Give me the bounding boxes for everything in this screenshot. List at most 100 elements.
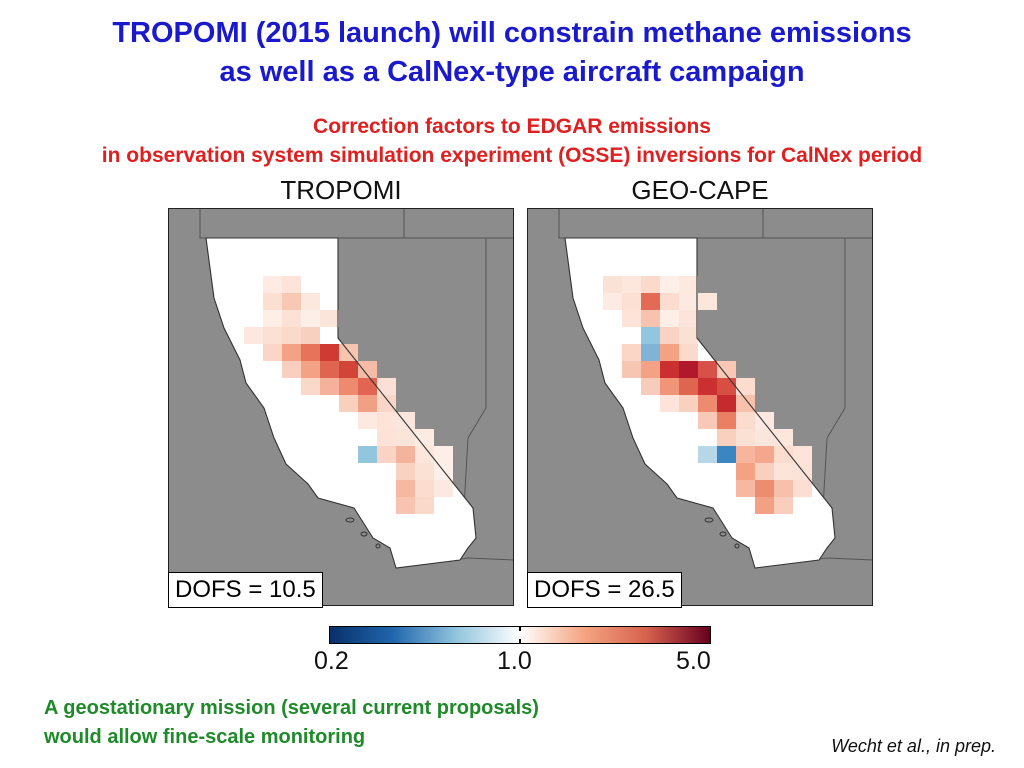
subtitle-line-1: Correction factors to EDGAR emissions (313, 115, 711, 138)
geocape-grid-cell (698, 293, 717, 310)
tropomi-grid-cell (320, 361, 339, 378)
geocape-grid-cell (679, 310, 698, 327)
map-geocape-canvas (527, 208, 873, 606)
tropomi-grid-cell (377, 395, 396, 412)
colorbar-tick-mid: 1.0 (497, 647, 532, 675)
geocape-oregon-border (558, 208, 873, 239)
tropomi-grid-cell (282, 344, 301, 361)
tropomi-grid-cell (263, 310, 282, 327)
tropomi-grid-cell (377, 446, 396, 463)
geocape-grid-cell (755, 480, 774, 497)
geocape-grid-cell (698, 361, 717, 378)
tropomi-grid-cell (415, 446, 434, 463)
tropomi-grid-cell (263, 276, 282, 293)
tropomi-grid-cell (377, 429, 396, 446)
subtitle-line-2: in observation system simulation experim… (101, 144, 923, 167)
geocape-grid-cell (660, 395, 679, 412)
colorbar (329, 626, 711, 649)
tropomi-grid-cell (320, 378, 339, 395)
geocape-grid-cell (660, 310, 679, 327)
geocape-grid-cell (641, 310, 660, 327)
note-line-1: A geostationary mission (several current… (44, 697, 539, 719)
tropomi-grid-cell (263, 344, 282, 361)
citation: Wecht et al., in prep. (831, 736, 996, 756)
geocape-grid-cell (755, 446, 774, 463)
geocape-grid-cell (755, 463, 774, 480)
geostationary-note: A geostationary mission (several current… (44, 694, 539, 752)
dofs-label-tropomi: DOFS = 10.5 (168, 572, 323, 608)
tropomi-grid-cell (415, 429, 434, 446)
tropomi-grid-cell (301, 344, 320, 361)
tropomi-grid-cell (434, 446, 453, 463)
geocape-grid-cell (736, 480, 755, 497)
slide-title: TROPOMI (2015 launch) will constrain met… (20, 14, 1004, 92)
tropomi-grid-cell (301, 310, 320, 327)
tropomi-grid-cell (358, 378, 377, 395)
tropomi-grid-cell (263, 327, 282, 344)
geocape-grid-cell (717, 361, 736, 378)
tropomi-grid-cell (339, 344, 358, 361)
geocape-grid-cell (679, 344, 698, 361)
panel-title-tropomi: TROPOMI (280, 175, 402, 205)
tropomi-channel-island (345, 517, 355, 523)
geocape-grid-cell (736, 378, 755, 395)
geocape-grid-cell (622, 293, 641, 310)
geocape-grid-cell (660, 293, 679, 310)
tropomi-grid-cell (415, 463, 434, 480)
tropomi-grid-cell (358, 395, 377, 412)
tropomi-channel-island (375, 543, 381, 549)
geocape-grid-cell (774, 480, 793, 497)
geocape-grid-cell (736, 429, 755, 446)
tropomi-grid-cell (396, 497, 415, 514)
title-line-2: as well as a CalNex-type aircraft campai… (219, 56, 805, 88)
tropomi-grid-cell (377, 412, 396, 429)
tropomi-grid-cell (282, 327, 301, 344)
geocape-grid-cell (774, 429, 793, 446)
geocape-grid-cell (755, 497, 774, 514)
geocape-grid-cell (774, 463, 793, 480)
tropomi-grid-cell (282, 310, 301, 327)
map-tropomi (168, 208, 514, 606)
geocape-grid-cell (736, 412, 755, 429)
geocape-grid-cell (793, 446, 812, 463)
geocape-grid-cell (641, 361, 660, 378)
geocape-grid-cell (679, 378, 698, 395)
colorbar-tick-high: 5.0 (676, 647, 711, 675)
geocape-grid-cell (698, 412, 717, 429)
geocape-grid-cell (660, 327, 679, 344)
tropomi-grid-cell (396, 446, 415, 463)
map-geocape (527, 208, 873, 606)
geocape-grid-cell (717, 395, 736, 412)
geocape-grid-cell (755, 429, 774, 446)
dofs-label-geocape: DOFS = 26.5 (527, 572, 682, 608)
geocape-grid-cell (622, 310, 641, 327)
geocape-grid-cell (679, 276, 698, 293)
geocape-grid-cell (641, 344, 660, 361)
tropomi-frame (168, 208, 514, 606)
geocape-grid-cell (660, 344, 679, 361)
geocape-grid-cell (679, 293, 698, 310)
geocape-grid-cell (660, 276, 679, 293)
geocape-channel-island (734, 543, 740, 549)
tropomi-grid-cell (282, 276, 301, 293)
tropomi-grid-cell (415, 497, 434, 514)
geocape-grid-cell (603, 276, 622, 293)
panel-title-geocape: GEO-CAPE (631, 175, 769, 205)
geocape-grid-cell (698, 446, 717, 463)
colorbar-gradient (329, 626, 711, 644)
geocape-grid-cell (717, 429, 736, 446)
tropomi-arizona-border (463, 238, 487, 509)
tropomi-grid-cell (358, 361, 377, 378)
geocape-grid-cell (774, 497, 793, 514)
tropomi-grid-cell (358, 446, 377, 463)
tropomi-grid-cell (396, 463, 415, 480)
tropomi-grid-cell (415, 480, 434, 497)
geocape-grid-cell (717, 378, 736, 395)
geocape-grid-cell (736, 463, 755, 480)
tropomi-grid-cell (301, 327, 320, 344)
geocape-grid-cell (774, 446, 793, 463)
geocape-grid-cell (736, 395, 755, 412)
geocape-grid-cell (679, 361, 698, 378)
slide-subtitle: Correction factors to EDGAR emissions in… (0, 112, 1024, 170)
geocape-grid-cell (698, 378, 717, 395)
